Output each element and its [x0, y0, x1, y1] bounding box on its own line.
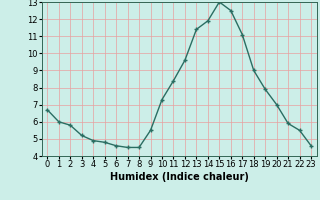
X-axis label: Humidex (Indice chaleur): Humidex (Indice chaleur)	[110, 172, 249, 182]
